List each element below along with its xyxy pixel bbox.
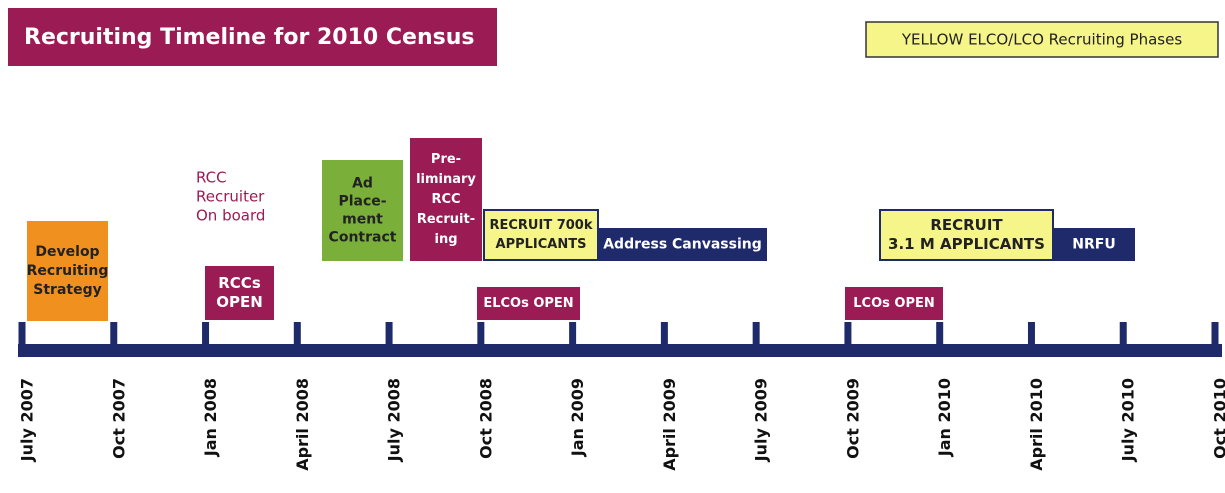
phase-label: RCC [196, 169, 227, 187]
timeline-bar [18, 344, 1222, 357]
phase-label: ELCOs OPEN [483, 296, 573, 311]
phase-label: NRFU [1072, 237, 1115, 253]
tick [385, 322, 393, 357]
tick [202, 322, 210, 357]
phase-box [322, 160, 403, 261]
axis-label: July 2008 [385, 378, 404, 462]
title: Recruiting Timeline for 2010 Census [24, 25, 474, 50]
phase-box [598, 228, 767, 261]
phase-box [27, 221, 108, 321]
phase-label: RCC [431, 192, 460, 207]
phase-label: Develop [35, 244, 99, 260]
tick [1119, 322, 1127, 357]
phase-box [205, 266, 274, 320]
tick [936, 322, 944, 357]
axis-label: April 2008 [293, 378, 312, 471]
axis-label: Jan 2009 [568, 378, 587, 457]
phase-label: Strategy [33, 282, 101, 298]
phase-label: RECRUIT 700k [489, 218, 592, 233]
tick [660, 322, 668, 357]
phase-label: Recruit- [417, 212, 475, 227]
phase-label: RCCs [218, 274, 261, 292]
phase-label: On board [196, 207, 265, 225]
phase-label: Contract [329, 230, 397, 246]
axis-label: Oct 2008 [476, 378, 495, 459]
tick [844, 322, 852, 357]
phase-label: OPEN [216, 293, 263, 311]
phase-label: Ad [352, 176, 373, 192]
phase-label: 3.1 M APPLICANTS [888, 235, 1045, 253]
axis-label: Oct 2010 [1211, 378, 1225, 459]
title-box [8, 8, 497, 66]
axis-label: Oct 2007 [109, 378, 128, 459]
legend-box [865, 21, 1219, 58]
tick [477, 322, 485, 357]
phase-box [410, 138, 482, 261]
tick [1027, 322, 1035, 357]
phase-box [477, 287, 580, 320]
axis-label: July 2007 [18, 378, 37, 462]
axis-label: April 2010 [1027, 378, 1046, 471]
tick [18, 322, 26, 357]
phase-box [845, 287, 943, 320]
phase-label: Address Canvassing [603, 237, 762, 253]
axis-label: Jan 2008 [201, 378, 220, 457]
phase-label: Pre- [431, 152, 461, 167]
tick [110, 322, 118, 357]
phase-box [879, 209, 1054, 261]
phase-label: RECRUIT [930, 216, 1003, 234]
tick [752, 322, 760, 357]
phase-label: LCOs OPEN [853, 296, 934, 311]
axis-label: July 2010 [1119, 378, 1138, 462]
axis-label: Oct 2009 [843, 378, 862, 459]
phase-label: Recruiter [196, 188, 265, 206]
axis-label: Jan 2010 [935, 378, 954, 457]
phase-label: ing [434, 232, 457, 247]
phase-label: APPLICANTS [496, 237, 587, 252]
axis-label: July 2009 [752, 378, 771, 462]
tick [569, 322, 577, 357]
axis-label: April 2009 [660, 378, 679, 471]
phase-label: Place- [338, 194, 386, 210]
phase-label: liminary [416, 172, 476, 187]
phase-label: Recruiting [27, 263, 109, 279]
tick [293, 322, 301, 357]
legend-label: YELLOW ELCO/LCO Recruiting Phases [901, 31, 1182, 49]
tick [1211, 322, 1219, 357]
phase-box [1053, 228, 1135, 261]
phase-label: ment [342, 212, 383, 228]
